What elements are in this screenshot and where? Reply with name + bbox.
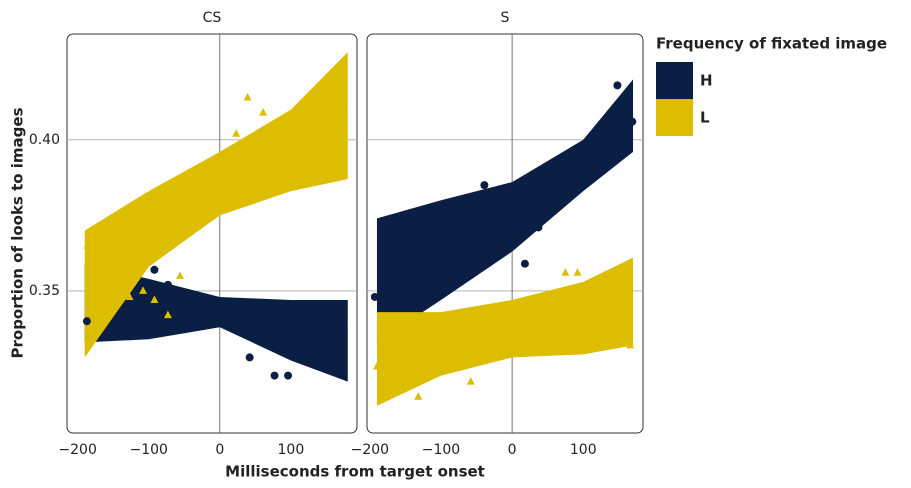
point: [626, 340, 635, 349]
point: [370, 292, 379, 301]
point: [414, 392, 423, 400]
point: [628, 117, 637, 126]
legend-label: H: [700, 72, 713, 90]
point: [245, 353, 254, 362]
legend-swatch: [656, 62, 693, 99]
point: [338, 96, 347, 104]
confidence-band: [376, 79, 634, 343]
legend-label: L: [700, 109, 710, 127]
point: [232, 129, 241, 137]
point: [284, 371, 293, 380]
point: [270, 371, 279, 380]
x-tick-label: 100: [278, 442, 305, 458]
x-tick-label: −100: [130, 442, 168, 458]
point: [125, 292, 134, 300]
x-tick-label: 0: [508, 442, 517, 458]
point: [613, 81, 622, 90]
point: [139, 286, 148, 294]
point: [466, 377, 475, 385]
confidence-band: [84, 263, 348, 382]
point: [150, 265, 159, 274]
point: [338, 323, 347, 332]
point: [534, 223, 543, 232]
y-tick-label: 0.40: [29, 132, 60, 148]
legend-title: Frequency of fixated image: [656, 35, 887, 53]
point: [480, 181, 489, 190]
x-tick-label: −200: [58, 442, 96, 458]
point: [243, 92, 252, 101]
x-tick-label: 0: [215, 442, 224, 458]
point: [83, 241, 92, 249]
point: [520, 259, 529, 268]
point: [98, 265, 107, 273]
x-tick-label: −100: [422, 442, 460, 458]
point: [259, 108, 268, 116]
x-axis-label: Milliseconds from target onset: [225, 463, 485, 481]
point: [82, 317, 91, 326]
y-axis-label: Proportion of looks to images: [9, 107, 27, 358]
legend-swatch: [656, 99, 693, 136]
point: [150, 295, 159, 303]
facet-title: S: [501, 10, 510, 26]
point: [163, 280, 172, 289]
x-tick-label: −200: [351, 442, 389, 458]
confidence-band: [376, 257, 634, 406]
confidence-band: [84, 52, 348, 358]
point: [573, 268, 582, 276]
point: [163, 310, 172, 319]
point: [372, 362, 381, 370]
y-tick-label: 0.35: [29, 283, 60, 299]
point: [176, 271, 185, 279]
point: [561, 268, 570, 276]
facet-title: CS: [203, 10, 222, 26]
point: [113, 295, 122, 303]
x-tick-label: 100: [570, 442, 597, 458]
